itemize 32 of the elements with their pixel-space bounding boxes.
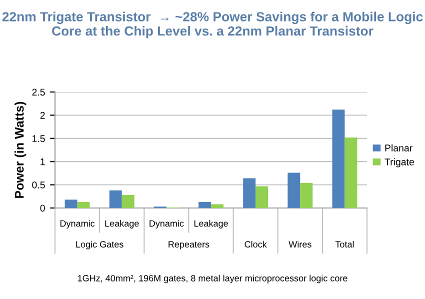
- bar: [122, 195, 134, 208]
- y-tick-label: 1.5: [32, 135, 45, 142]
- text: 1GHz, 40mm², 196M gates, 8 metal layer microprocessor logic core: [78, 274, 348, 284]
- x-tick-label: Clock: [244, 240, 267, 248]
- bar: [344, 137, 358, 208]
- chart-title: 22nm Trigate Transistor → ~28% Power Savings for a Mobile Logic Core at the Chip Level vs. a 22nm Planar Transistor: [2, 12, 423, 38]
- bar: [288, 172, 300, 208]
- bar: [211, 204, 224, 208]
- bar: [109, 190, 122, 208]
- bar: [332, 110, 345, 208]
- legend-label: Trigate: [384, 158, 414, 168]
- x-tick-label: Dynamic: [150, 220, 184, 228]
- text: Repeaters: [168, 241, 210, 250]
- legend-label: Planar: [385, 144, 412, 152]
- bar: [300, 182, 313, 208]
- y-tick-label: 0: [40, 204, 45, 212]
- y-tick-label: 1: [40, 158, 45, 166]
- x-tick-label: Total: [335, 240, 354, 248]
- text: Logic Gates: [76, 240, 124, 250]
- y-tick-label: 0.5: [32, 182, 45, 188]
- bar: [243, 178, 256, 208]
- bar: [198, 202, 211, 208]
- x-tick-label: Dynamic: [60, 220, 95, 228]
- bar: [77, 202, 90, 208]
- x-tick-label: Leakage: [105, 220, 139, 228]
- y-axis-title: Power (in Watts): [14, 102, 26, 198]
- x-tick-label: Leakage: [194, 220, 228, 228]
- x-tick-label: Wires: [288, 240, 312, 248]
- y-tick-label: 2: [40, 112, 45, 119]
- bar: [256, 186, 268, 208]
- y-tick-label: 2.5: [32, 88, 45, 96]
- bar: [64, 200, 78, 208]
